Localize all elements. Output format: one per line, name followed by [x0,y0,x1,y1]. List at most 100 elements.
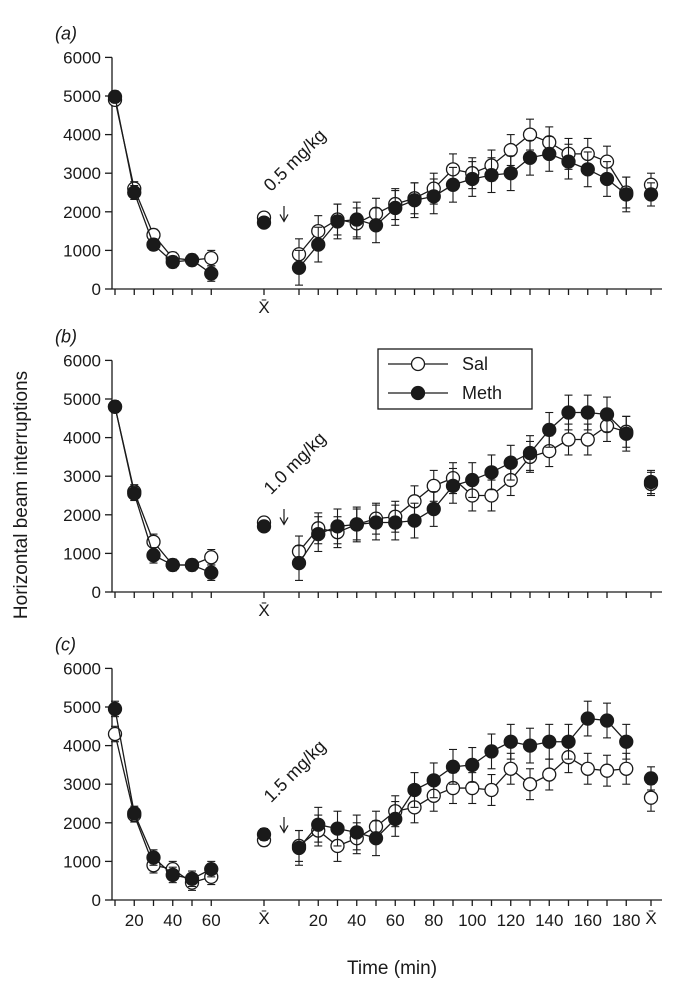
data-point-meth [291,555,307,571]
x-tick-label: 40 [163,911,182,930]
dose-annotation: 0.5 mg/kg [260,125,330,195]
data-point-meth [643,771,659,786]
data-point-meth [349,825,364,840]
data-point-meth [291,840,307,856]
data-point-meth [127,806,142,821]
y-tick-label: 6000 [63,351,101,370]
y-tick-label: 0 [92,583,101,602]
data-point-sal [542,767,557,782]
data-point-meth [619,426,634,441]
y-tick-label: 0 [92,280,101,299]
data-point-meth [522,150,538,165]
data-point-meth [484,744,499,759]
data-point-meth [330,214,345,229]
data-point-meth [484,465,499,480]
data-point-meth [426,189,441,204]
data-point-meth [484,167,499,183]
x-tick-label: 60 [386,911,405,930]
data-point-sal [643,790,659,805]
x-axis-title: Time (min) [347,958,437,979]
data-point-meth [503,455,518,470]
data-point-meth [388,515,403,530]
panel-label: (c) [55,634,76,654]
data-point-meth [561,405,576,420]
legend-marker [410,356,426,372]
data-point-meth [311,817,326,832]
series-sal [107,399,659,573]
y-tick-label: 3000 [63,775,101,794]
y-tick-label: 0 [92,891,101,910]
data-point-sal [426,478,441,494]
data-point-sal [503,142,518,158]
data-point-meth [256,827,272,842]
series-sal [107,92,659,271]
data-point-meth [146,850,161,865]
data-point-meth [311,237,326,252]
injection-arrowhead [279,825,289,834]
data-point-meth [542,146,557,162]
y-tick-label: 4000 [63,126,101,145]
data-point-meth [330,821,345,836]
data-point-meth [561,154,576,169]
data-point-sal [522,777,538,792]
data-point-meth [184,557,200,573]
y-tick-label: 5000 [63,390,101,409]
data-point-sal [503,761,518,776]
data-point-meth [619,187,634,202]
legend-marker [410,385,426,401]
panel-a: 0 1000 2000 3000 4000 5000 6000 (a) 0.5 mg/kg [55,23,662,299]
data-point-meth [407,193,422,208]
data-point-meth [349,517,364,532]
legend-label: Meth [462,383,502,403]
data-point-meth [388,200,403,216]
series-line-post [298,717,627,849]
data-point-meth [291,260,307,275]
data-point-sal [580,432,595,447]
legend: Sal Meth [377,348,533,410]
data-point-meth [580,162,595,177]
data-point-meth [107,89,123,104]
data-point-sal [522,127,538,142]
data-point-sal [599,763,615,778]
legend-box [377,348,533,410]
y-tick-label: 2000 [63,506,101,525]
data-point-meth [349,212,364,227]
y-tick-label: 1000 [63,852,101,871]
data-point-meth [165,867,180,883]
x-tick-label: 60 [202,911,221,930]
data-point-meth [165,557,180,573]
series-line-post [298,425,627,552]
data-point-meth [522,738,538,753]
series-sal [107,725,659,891]
x-tick-label: 20 [125,911,144,930]
data-point-meth [643,187,659,202]
data-point-meth [107,701,123,717]
data-point-meth [426,773,441,788]
data-point-meth [465,472,480,488]
data-point-meth [643,474,659,490]
mean-label: X̄ [258,601,269,620]
data-point-sal [580,761,595,776]
x-tick-label: 20 [309,911,328,930]
data-point-meth [599,713,615,728]
data-point-meth [107,399,123,414]
data-point-meth [256,215,272,230]
data-point-meth [165,254,180,270]
data-point-meth [204,565,219,580]
data-point-meth [445,478,461,494]
data-point-sal [204,550,219,565]
injection-arrowhead [279,517,289,526]
dose-annotation: 1.5 mg/kg [260,736,330,806]
data-point-meth [580,711,595,726]
data-point-meth [599,407,615,422]
data-point-meth [368,831,384,846]
data-point-meth [542,734,557,749]
x-tick-label: 140 [535,911,563,930]
data-point-meth [146,548,161,563]
y-tick-label: 2000 [63,814,101,833]
y-tick-label: 4000 [63,429,101,448]
series-line-post [298,756,627,847]
y-tick-label: 3000 [63,164,101,183]
data-point-meth [407,513,422,528]
